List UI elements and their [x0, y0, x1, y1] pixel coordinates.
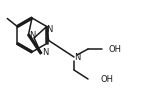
- Text: N: N: [47, 25, 53, 34]
- Text: N: N: [29, 31, 36, 40]
- Text: OH: OH: [101, 75, 114, 84]
- Text: N: N: [74, 53, 80, 62]
- Text: N: N: [42, 48, 48, 57]
- Text: OH: OH: [108, 44, 121, 54]
